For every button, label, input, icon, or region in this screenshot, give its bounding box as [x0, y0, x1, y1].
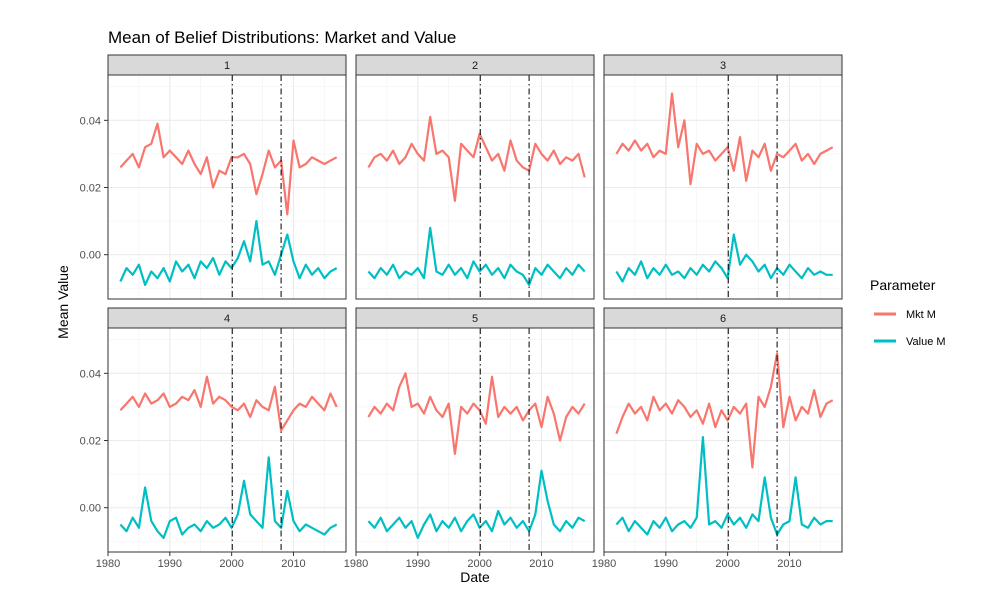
- panel-3-border: [603, 74, 843, 300]
- panel-6-strip-label: 6: [720, 313, 726, 325]
- panel-4-x-tick-label: 2000: [219, 558, 243, 570]
- x-axis-title: Date: [460, 569, 490, 585]
- panel-3-series-value-m-line: [615, 233, 833, 283]
- panel-5: 5 1980 1990 2000 2010: [344, 307, 595, 570]
- panel-3-series-mkt-m-line: [615, 92, 834, 186]
- chart-title: Mean of Belief Distributions: Market and…: [108, 28, 456, 47]
- legend-label-mkt-m: Mkt M: [906, 309, 936, 321]
- panel-2-series-mkt-m-line: [367, 115, 586, 202]
- panel-4-x-tick-label: 1980: [96, 558, 120, 570]
- panel-4-x-tick-label: 2010: [281, 558, 305, 570]
- panel-1-y-tick-label: 0.00: [80, 250, 101, 262]
- panel-5-series-mkt-m-line: [367, 372, 586, 455]
- legend-title: Parameter: [870, 277, 936, 293]
- panel-6-x-tick-label: 1990: [654, 558, 678, 570]
- panel-5-x-tick-label: 1990: [406, 558, 430, 570]
- panel-5-x-tick-label: 1980: [344, 558, 368, 570]
- panel-3-strip-label: 3: [720, 60, 726, 72]
- panel-1-y-tick-label: 0.04: [80, 115, 101, 127]
- panel-4-y-tick-label: 0.04: [80, 368, 101, 380]
- panel-6-series-value-m-line: [615, 436, 833, 536]
- panel-4-strip-label: 4: [224, 313, 230, 325]
- panel-6-series-mkt-m-line: [615, 352, 834, 469]
- panels: 1 0.04 0.02 0.00 2 3 4 0.04 0.02 0.00 1980 1990 2000…: [80, 54, 843, 570]
- panel-1-series-mkt-m-line: [119, 122, 338, 216]
- y-axis-title: Mean Value: [55, 265, 71, 339]
- panel-2-border: [355, 74, 595, 300]
- panel-6-x-tick-label: 2000: [715, 558, 739, 570]
- panel-4-series-mkt-m-line: [119, 375, 338, 432]
- panel-3: 3: [603, 54, 843, 300]
- panel-2-series-value-m-line: [367, 226, 586, 286]
- panel-1-strip-label: 1: [224, 60, 230, 72]
- panel-5-strip-label: 5: [472, 313, 478, 325]
- panel-6-x-tick-label: 2010: [777, 558, 801, 570]
- panel-5-series-value-m-line: [367, 469, 586, 540]
- panel-1-series-value-m-line: [119, 220, 338, 286]
- panel-1-y-tick-label: 0.02: [80, 183, 101, 195]
- panel-1-border: [107, 74, 347, 300]
- legend-label-value-m: Value M: [906, 336, 946, 348]
- panel-5-x-tick-label: 2000: [467, 558, 491, 570]
- panel-4-border: [107, 327, 347, 553]
- panel-4-series-value-m-line: [119, 456, 338, 540]
- panel-5-x-tick-label: 2010: [529, 558, 553, 570]
- legend: Parameter Mkt M Value M: [870, 277, 946, 348]
- panel-4-y-tick-label: 0.02: [80, 436, 101, 448]
- panel-6: 6 1980 1990 2000 2010: [592, 307, 843, 570]
- panel-4: 4 0.04 0.02 0.00 1980 1990 2000 2010: [80, 307, 347, 570]
- panel-4-x-tick-label: 1990: [158, 558, 182, 570]
- panel-5-border: [355, 327, 595, 553]
- panel-2: 2: [355, 54, 595, 300]
- panel-2-strip-label: 2: [472, 60, 478, 72]
- panel-4-y-tick-label: 0.00: [80, 503, 101, 515]
- panel-1: 1 0.04 0.02 0.00: [80, 54, 347, 300]
- panel-6-border: [603, 327, 843, 553]
- panel-6-x-tick-label: 1980: [592, 558, 616, 570]
